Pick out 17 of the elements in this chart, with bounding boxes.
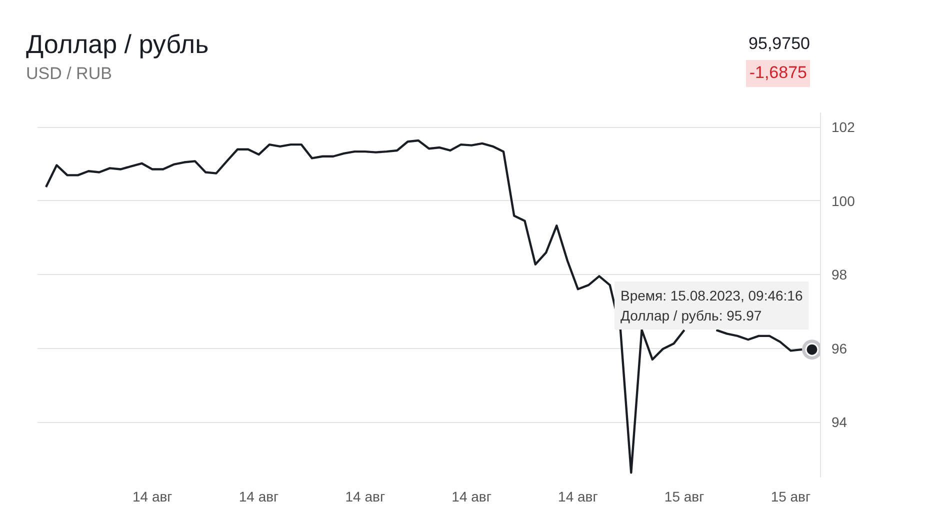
- chart-subtitle: USD / RUB: [26, 63, 112, 85]
- y-tick-label: 94: [832, 414, 848, 430]
- text: -1,6875: [746, 60, 810, 87]
- x-tick-label: 14 авг: [132, 488, 172, 504]
- y-tick-label: 98: [832, 266, 848, 283]
- chart-title: Доллар / рубль: [26, 28, 209, 61]
- x-tick-label: 14 авг: [452, 488, 492, 504]
- x-tick-label: 15 авг: [770, 488, 811, 504]
- y-tick-label: 100: [832, 192, 856, 209]
- y-tick-label: 102: [832, 119, 856, 136]
- text: 95,9750: [748, 33, 810, 55]
- x-tick-label: 14 авг: [345, 488, 386, 504]
- x-tick-label: 15 авг: [664, 488, 704, 504]
- x-tick-label: 14 авг: [558, 488, 598, 504]
- annotation: Время: 15.08.2023, 09:46:16 Доллар / рубль: 95.97: [620, 288, 803, 324]
- y-tick-label: 96: [832, 340, 848, 356]
- x-tick-label: 14 авг: [238, 488, 279, 504]
